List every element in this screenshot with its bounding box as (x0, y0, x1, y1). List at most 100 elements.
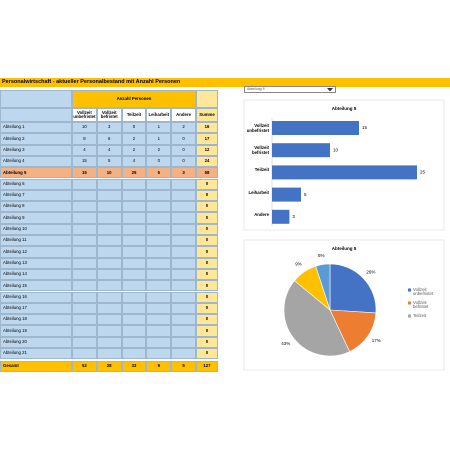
table-cell (96, 223, 122, 235)
table-cell (146, 189, 172, 202)
total-cell: 33 (121, 360, 147, 372)
table-cell: 8 (72, 133, 97, 145)
table-cell (96, 246, 122, 258)
pie-value-label: 43% (281, 341, 290, 346)
table-cell (72, 302, 97, 315)
bar-value-label: 5 (304, 192, 307, 197)
table-cell (72, 257, 97, 269)
table-cell (72, 189, 97, 202)
table-cell (171, 348, 196, 360)
row-label: Abteilung 14 (0, 268, 72, 281)
row-label: Abteilung 7 (0, 189, 72, 202)
table-cell (121, 291, 147, 303)
table-cell (146, 302, 172, 315)
table-cell (96, 268, 122, 281)
table-cell: 2 (121, 144, 147, 156)
table-cell (146, 268, 172, 281)
table-cell (121, 268, 147, 281)
row-label: Abteilung 4 (0, 155, 72, 168)
table-cell (96, 280, 122, 292)
row-label: Abteilung 19 (0, 325, 72, 337)
table-cell (146, 212, 172, 224)
table-cell (171, 235, 196, 247)
total-cell: 52 (72, 360, 97, 372)
table-cell (72, 291, 97, 303)
table-cell: 0 (196, 280, 218, 292)
legend-swatch (408, 301, 411, 305)
table-cell (72, 336, 97, 348)
column-header: Leiharbeit (146, 108, 172, 122)
legend-label: Vollzeit unbefristet (413, 286, 434, 297)
table-cell (72, 235, 97, 247)
bar-chart-title: Abteilung 5 (332, 106, 357, 111)
row-label: Abteilung 16 (0, 291, 72, 303)
table-cell: 0 (171, 155, 196, 168)
row-label: Abteilung 18 (0, 314, 72, 326)
pie-chart-title: Abteilung 5 (332, 246, 357, 251)
table-cell (72, 268, 97, 281)
table-cell (72, 246, 97, 258)
table-cell: 0 (196, 246, 218, 258)
table-cell (121, 336, 147, 348)
table-cell: 6 (96, 133, 122, 145)
blank-cell (0, 90, 72, 108)
table-cell (146, 235, 172, 247)
column-header: Summe (196, 108, 218, 122)
table-cell (72, 348, 97, 360)
bar-chart-frame (243, 99, 445, 231)
total-cell: 9 (146, 360, 172, 372)
table-cell (96, 314, 122, 326)
row-label: Abteilung 5 (0, 167, 72, 179)
table-cell: 5 (146, 167, 172, 179)
table-cell (121, 246, 147, 258)
table-cell (171, 336, 196, 348)
table-cell (121, 178, 147, 190)
table-cell (72, 325, 97, 337)
table-cell: 10 (96, 167, 122, 179)
table-cell: 0 (196, 336, 218, 348)
table-cell: 0 (196, 189, 218, 202)
table-cell: 1 (146, 122, 172, 134)
row-label: Abteilung 2 (0, 133, 72, 145)
table-cell (171, 189, 196, 202)
table-cell: 0 (196, 325, 218, 337)
table-cell (121, 235, 147, 247)
pie-value-label: 9% (295, 262, 302, 267)
table-cell (171, 280, 196, 292)
table-cell: 0 (196, 235, 218, 247)
table-cell: 0 (171, 133, 196, 145)
row-label: Abteilung 21 (0, 348, 72, 360)
table-cell: 0 (196, 302, 218, 315)
table-cell: 3 (171, 167, 196, 179)
sheet-title: Personalwirtschaft - aktueller Personalb… (0, 78, 450, 87)
department-dropdown[interactable]: Abteilung 5 (244, 86, 336, 93)
table-cell: 15 (72, 155, 97, 168)
table-cell (121, 257, 147, 269)
table-cell (146, 246, 172, 258)
table-cell: 2 (171, 122, 196, 134)
group-header: Anzahl Personen (72, 90, 196, 108)
row-label: Abteilung 15 (0, 280, 72, 292)
table-cell: 0 (171, 144, 196, 156)
table-cell: 0 (146, 155, 172, 168)
bar (272, 209, 290, 224)
table-cell: 4 (96, 144, 122, 156)
table-cell (72, 212, 97, 224)
table-cell (96, 212, 122, 224)
pie-slice (283, 280, 350, 357)
legend-label: Teilzeit (413, 312, 427, 318)
pie-value-label: 5% (318, 253, 325, 258)
table-cell (96, 348, 122, 360)
legend-swatch (408, 314, 411, 318)
table-cell (121, 201, 147, 213)
table-cell: 0 (196, 178, 218, 190)
table-cell (121, 189, 147, 202)
table-cell (72, 223, 97, 235)
table-cell: 2 (146, 144, 172, 156)
total-cell: 28 (96, 360, 122, 372)
table-cell (171, 178, 196, 190)
table-cell (146, 291, 172, 303)
table-cell (171, 302, 196, 315)
table-cell (96, 201, 122, 213)
bar (272, 121, 359, 135)
